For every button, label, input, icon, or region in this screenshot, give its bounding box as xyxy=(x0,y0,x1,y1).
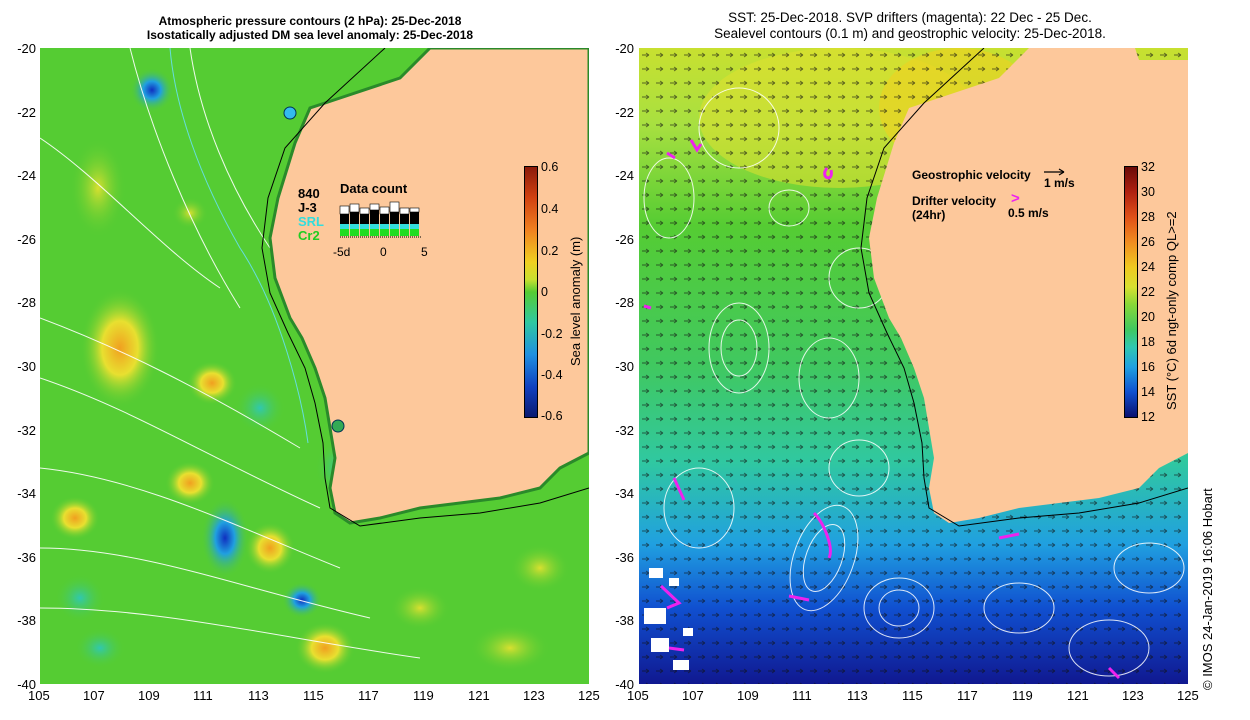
right-x-tick: 121 xyxy=(1067,688,1089,703)
left-y-tick: -36 xyxy=(17,550,36,565)
left-colorbar-label: Sea level anomaly (m) xyxy=(568,236,583,366)
right-x-tick: 117 xyxy=(957,688,978,703)
right-y-tick: -24 xyxy=(615,168,634,183)
right-cb-tick: 22 xyxy=(1141,285,1155,299)
left-x-tick: 121 xyxy=(468,688,490,703)
legend-geo-label: Geostrophic velocity xyxy=(912,168,1031,182)
left-y-tick: -32 xyxy=(17,423,36,438)
left-x-tick: 105 xyxy=(28,688,50,703)
right-cb-tick: 18 xyxy=(1141,335,1155,349)
left-cb-tick: -0.2 xyxy=(541,327,563,341)
legend-drifter-label: Drifter velocity xyxy=(912,194,997,208)
right-y-tick: -28 xyxy=(615,295,634,310)
left-title-line1: Atmospheric pressure contours (2 hPa): 2… xyxy=(158,14,462,28)
right-y-tick: -34 xyxy=(615,486,634,501)
left-cb-tick: 0.4 xyxy=(541,202,559,216)
right-y-tick: -26 xyxy=(615,232,634,247)
left-x-tick: 107 xyxy=(83,688,105,703)
right-y-tick: -32 xyxy=(615,423,634,438)
left-y-tick: -34 xyxy=(17,486,36,501)
right-cb-tick: 16 xyxy=(1141,360,1155,374)
sst-map xyxy=(639,48,1188,684)
left-y-tick: -30 xyxy=(17,359,36,374)
left-x-tick: 123 xyxy=(523,688,545,703)
left-x-tick: 119 xyxy=(413,688,434,703)
right-colorbar-label: SST (°C) 6d ngt-only comp QL>=2 xyxy=(1164,211,1179,410)
data-count-title: Data count xyxy=(340,181,408,196)
right-x-tick: 105 xyxy=(627,688,649,703)
left-y-tick: -26 xyxy=(17,232,36,247)
mission-840: 840 xyxy=(298,186,320,201)
left-cb-tick: 0.6 xyxy=(541,160,559,174)
mission-srl: SRL xyxy=(298,214,324,229)
left-cb-tick: -0.4 xyxy=(541,368,563,382)
right-x-tick: 107 xyxy=(682,688,704,703)
mission-cr2: Cr2 xyxy=(298,228,320,243)
legend-drifter-scale: 0.5 m/s xyxy=(1008,206,1049,220)
left-map[interactable] xyxy=(40,48,589,684)
right-x-tick: 113 xyxy=(847,688,868,703)
right-y-tick: -20 xyxy=(615,41,634,56)
right-map[interactable] xyxy=(639,48,1188,684)
legend-geo-arrow xyxy=(1044,168,1065,176)
data-count-axis-mid: 0 xyxy=(380,245,387,259)
left-y-tick: -38 xyxy=(17,613,36,628)
left-cb-tick: -0.6 xyxy=(541,409,563,423)
left-x-tick: 111 xyxy=(193,688,213,703)
right-y-tick: -38 xyxy=(615,613,634,628)
right-cb-tick: 26 xyxy=(1141,235,1155,249)
right-y-tick: -22 xyxy=(615,105,634,120)
left-x-tick: 109 xyxy=(138,688,160,703)
left-x-tick: 113 xyxy=(248,688,269,703)
legend-drifter-glyph: > xyxy=(1011,190,1020,207)
right-cb-tick: 20 xyxy=(1141,310,1155,324)
legend-geo-scale: 1 m/s xyxy=(1044,176,1075,190)
credit-text: © IMOS 24-Jan-2019 16:06 Hobart xyxy=(1200,488,1215,690)
left-y-tick: -22 xyxy=(17,105,36,120)
right-x-tick: 109 xyxy=(737,688,759,703)
left-y-tick: -40 xyxy=(17,677,36,692)
right-x-tick: 111 xyxy=(792,688,812,703)
left-y-tick: -24 xyxy=(17,168,36,183)
legend-drifter-sub: (24hr) xyxy=(912,208,946,222)
left-x-tick: 115 xyxy=(303,688,324,703)
right-cb-tick: 24 xyxy=(1141,260,1155,274)
mission-j3: J-3 xyxy=(298,200,317,215)
right-y-tick: -30 xyxy=(615,359,634,374)
right-cb-tick: 32 xyxy=(1141,160,1155,174)
left-x-tick: 125 xyxy=(578,688,600,703)
right-title-line2: Sealevel contours (0.1 m) and geostrophi… xyxy=(714,26,1106,41)
right-cb-tick: 14 xyxy=(1141,385,1155,399)
right-y-tick: -40 xyxy=(615,677,634,692)
left-y-tick: -28 xyxy=(17,295,36,310)
data-count-axis-start: -5d xyxy=(333,245,351,259)
right-cb-tick: 28 xyxy=(1141,210,1155,224)
right-x-tick: 123 xyxy=(1122,688,1144,703)
left-cb-tick: 0.2 xyxy=(541,244,559,258)
left-y-tick: -20 xyxy=(17,41,36,56)
right-colorbar xyxy=(1124,166,1138,418)
data-count-axis-end: 5 xyxy=(421,245,428,259)
left-cb-tick: 0 xyxy=(541,285,548,299)
left-title-line2: Isostatically adjusted DM sea level anom… xyxy=(146,28,474,42)
sea-level-anomaly-map xyxy=(40,48,589,684)
right-x-tick: 119 xyxy=(1012,688,1033,703)
right-x-tick: 115 xyxy=(902,688,923,703)
right-title-line1: SST: 25-Dec-2018. SVP drifters (magenta)… xyxy=(728,10,1092,25)
left-x-tick: 117 xyxy=(358,688,379,703)
left-colorbar xyxy=(524,166,538,418)
right-y-tick: -36 xyxy=(615,550,634,565)
right-x-tick: 125 xyxy=(1177,688,1199,703)
right-cb-tick: 30 xyxy=(1141,185,1155,199)
right-cb-tick: 12 xyxy=(1141,410,1155,424)
data-count-bars xyxy=(339,201,422,238)
